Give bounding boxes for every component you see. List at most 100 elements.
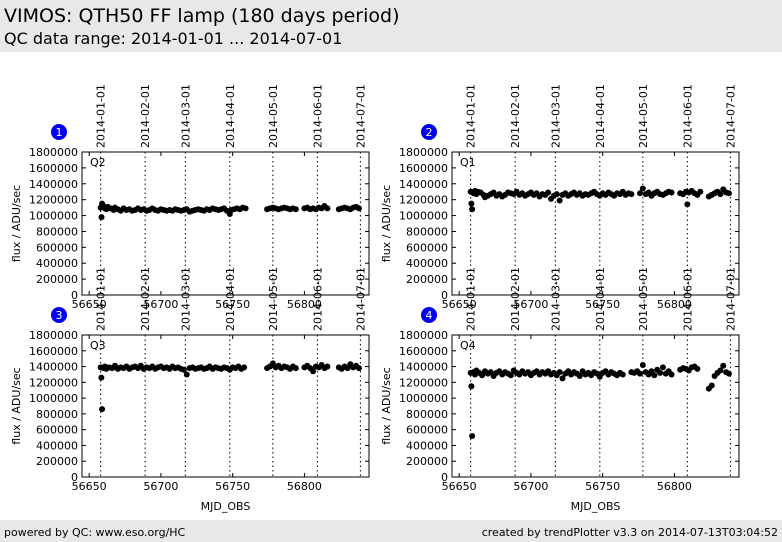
chart-3-data-point: [241, 364, 248, 371]
chart-2-y-tick-label: 1000000: [399, 210, 448, 223]
chart-2-data-point: [668, 189, 675, 196]
chart-2-y-tick-label: 200000: [406, 273, 448, 286]
chart-4-data-point: [657, 369, 664, 376]
chart-2-y-tick-label: 1200000: [399, 194, 448, 207]
chart-1-x-tick-label: 56750: [215, 298, 250, 311]
chart-2-data-point: [725, 190, 732, 197]
chart-3-data-point: [183, 371, 190, 378]
chart-1-x-tick-label: 56800: [287, 298, 322, 311]
chart-3-date-tick-label: 2014-05-01: [267, 267, 280, 331]
chart-1-y-tick-label: 0: [71, 289, 78, 302]
chart-4-date-tick-label: 2014-02-01: [509, 267, 522, 331]
chart-4-data-point: [651, 372, 658, 379]
chart-2-data-point: [553, 191, 560, 198]
chart-2-data-point: [628, 191, 635, 198]
chart-3-data-point: [99, 406, 106, 413]
chart-4-number-badge: [421, 307, 437, 323]
chart-1-number-badge-label: 1: [56, 126, 63, 139]
chart-3-data-point: [324, 363, 331, 370]
chart-2-y-tick-label: 0: [441, 289, 448, 302]
chart-4-data-point: [708, 382, 715, 389]
chart-1-date-tick-label: 2014-02-01: [139, 84, 152, 148]
chart-2-date-tick-label: 2014-03-01: [549, 84, 562, 148]
chart-4-date-tick-label: 2014-05-01: [637, 267, 650, 331]
chart-2-data-point: [469, 206, 476, 213]
page-header: VIMOS: QTH50 FF lamp (180 days period) Q…: [0, 0, 782, 52]
chart-3-data-point: [310, 368, 317, 375]
chart-4-date-tick-label: 2014-01-01: [465, 267, 478, 331]
chart-3-y-tick-label: 1800000: [29, 329, 78, 342]
chart-2-date-tick-label: 2014-05-01: [637, 84, 650, 148]
chart-2-date-tick-label: 2014-04-01: [594, 84, 607, 148]
chart-2-x-tick-label: 56650: [442, 298, 477, 311]
chart-3-date-tick-label: 2014-02-01: [139, 267, 152, 331]
chart-2-y-tick-label: 1600000: [399, 162, 448, 175]
chart-4-data-point: [725, 370, 732, 377]
chart-2-y-axis-label: flux / ADU/sec: [380, 185, 393, 262]
chart-3-y-tick-label: 1000000: [29, 392, 78, 405]
chart-2-data-point: [636, 190, 643, 197]
chart-3-y-tick-label: 800000: [36, 408, 78, 421]
chart-2-y-tick-label: 600000: [406, 241, 448, 254]
chart-4-y-tick-label: 1200000: [399, 376, 448, 389]
chart-4-data-point: [468, 383, 475, 390]
chart-4-data-point: [619, 371, 626, 378]
chart-4-x-tick-label: 56750: [585, 480, 620, 493]
chart-1-y-tick-label: 1800000: [29, 146, 78, 159]
chart-1-date-tick-label: 2014-01-01: [95, 84, 108, 148]
chart-3-y-tick-label: 400000: [36, 439, 78, 452]
chart-4-data-point: [668, 371, 675, 378]
chart-4-data-point: [507, 372, 514, 379]
chart-4-x-tick-label: 56650: [442, 480, 477, 493]
chart-3-data-point: [355, 365, 362, 372]
chart-2-date-tick-label: 2014-01-01: [465, 84, 478, 148]
chart-1-data-point: [98, 214, 105, 221]
page-title: VIMOS: QTH50 FF lamp (180 days period): [4, 5, 400, 27]
chart-1-date-tick-label: 2014-06-01: [311, 84, 324, 148]
chart-2-data-point: [717, 191, 724, 198]
chart-4-data-point: [717, 367, 724, 374]
chart-3-x-tick-label: 56650: [72, 480, 107, 493]
chart-3-y-tick-label: 0: [71, 471, 78, 484]
chart-1-data-point: [242, 205, 249, 212]
chart-4-y-tick-label: 1400000: [399, 361, 448, 374]
chart-3-y-tick-label: 200000: [36, 455, 78, 468]
chart-3-x-tick-label: 56700: [143, 480, 178, 493]
chart-2-x-tick-label: 56700: [513, 298, 548, 311]
chart-grid: 2014-01-01 2014-02-01 2014-03-01 2014-04-01…: [10, 84, 740, 513]
chart-2-date-tick-label: 2014-07-01: [724, 84, 737, 148]
chart-1-y-axis-label: flux / ADU/sec: [10, 185, 23, 262]
chart-3-x-tick-label: 56750: [215, 480, 250, 493]
chart-4-quadrant-label: Q4: [460, 339, 476, 352]
chart-4-y-tick-label: 1800000: [399, 329, 448, 342]
chart-4-data-point: [639, 361, 646, 368]
chart-4-data-point: [576, 373, 583, 380]
chart-1-data-point: [355, 205, 362, 212]
chart-3-y-axis-label: flux / ADU/sec: [10, 367, 23, 444]
chart-2-data-point: [468, 200, 475, 207]
footer-created-by: created by trendPlotter v3.3 on 2014-07-…: [481, 526, 778, 539]
chart-4-data-point: [659, 364, 666, 371]
chart-1-y-tick-label: 800000: [36, 225, 78, 238]
chart-1-y-tick-label: 600000: [36, 241, 78, 254]
chart-1-quadrant-label: Q2: [90, 156, 106, 169]
chart-3-plot-frame: [81, 334, 370, 478]
chart-3-y-tick-label: 1600000: [29, 345, 78, 358]
chart-3-x-axis-label: MJD_OBS: [201, 500, 251, 513]
chart-1-x-tick-label: 56700: [143, 298, 178, 311]
chart-2-plot-frame: [451, 151, 740, 296]
chart-3-data-point: [98, 374, 105, 381]
chart-4-x-tick-label: 56800: [657, 480, 692, 493]
chart-1-data-point: [324, 205, 331, 212]
chart-4-x-tick-label: 56700: [513, 480, 548, 493]
chart-1-x-tick-label: 56650: [72, 298, 107, 311]
page-footer: powered by QC: www.eso.org/HC created by…: [0, 520, 782, 542]
chart-2-y-tick-label: 1400000: [399, 178, 448, 191]
chart-4-y-tick-label: 1600000: [399, 345, 448, 358]
chart-3-number-badge-label: 3: [56, 309, 63, 322]
chart-1-y-tick-label: 1600000: [29, 162, 78, 175]
chart-3-number-badge: [51, 307, 67, 323]
chart-2-data-point: [545, 189, 552, 196]
chart-2-number-badge: [421, 124, 437, 140]
chart-3-date-tick-label: 2014-07-01: [354, 267, 367, 331]
